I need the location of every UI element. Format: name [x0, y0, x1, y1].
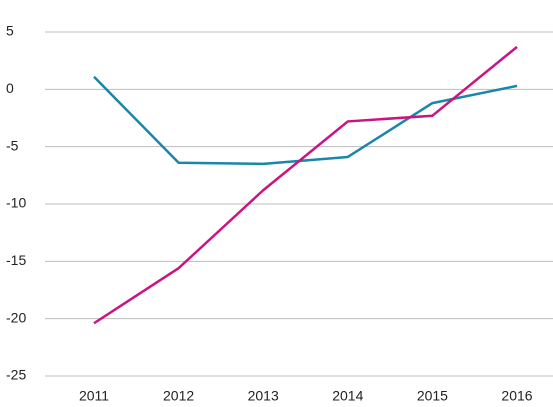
x-tick-label: 2014	[332, 388, 363, 404]
data-line	[93, 45, 518, 325]
y-tick-label: -20	[6, 309, 26, 325]
y-tick-label: 0	[6, 80, 14, 96]
y-tick-label: -10	[6, 195, 26, 211]
x-tick-label: 2013	[248, 388, 279, 404]
x-tick-label: 2015	[417, 388, 448, 404]
x-tick-label: 2016	[501, 388, 532, 404]
data-line	[93, 75, 518, 166]
x-tick-label: 2011	[79, 388, 109, 404]
y-tick-label: 5	[6, 23, 14, 39]
y-tick-label: -5	[6, 137, 19, 153]
y-tick-label: -25	[6, 367, 26, 383]
y-tick-label: -15	[6, 252, 26, 268]
x-tick-label: 2012	[163, 388, 194, 404]
